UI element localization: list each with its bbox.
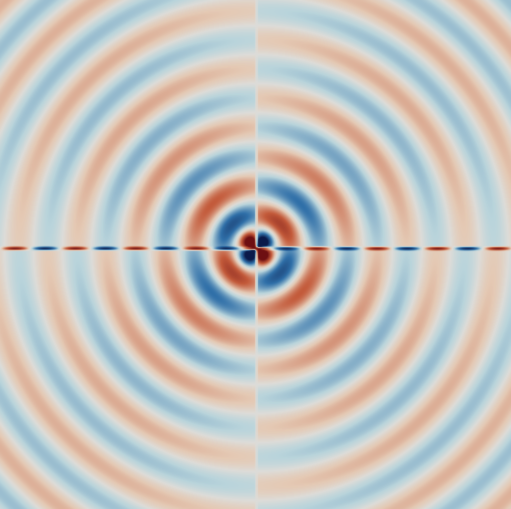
wave-field-canvas	[0, 0, 511, 509]
wave-field-image	[0, 0, 511, 509]
